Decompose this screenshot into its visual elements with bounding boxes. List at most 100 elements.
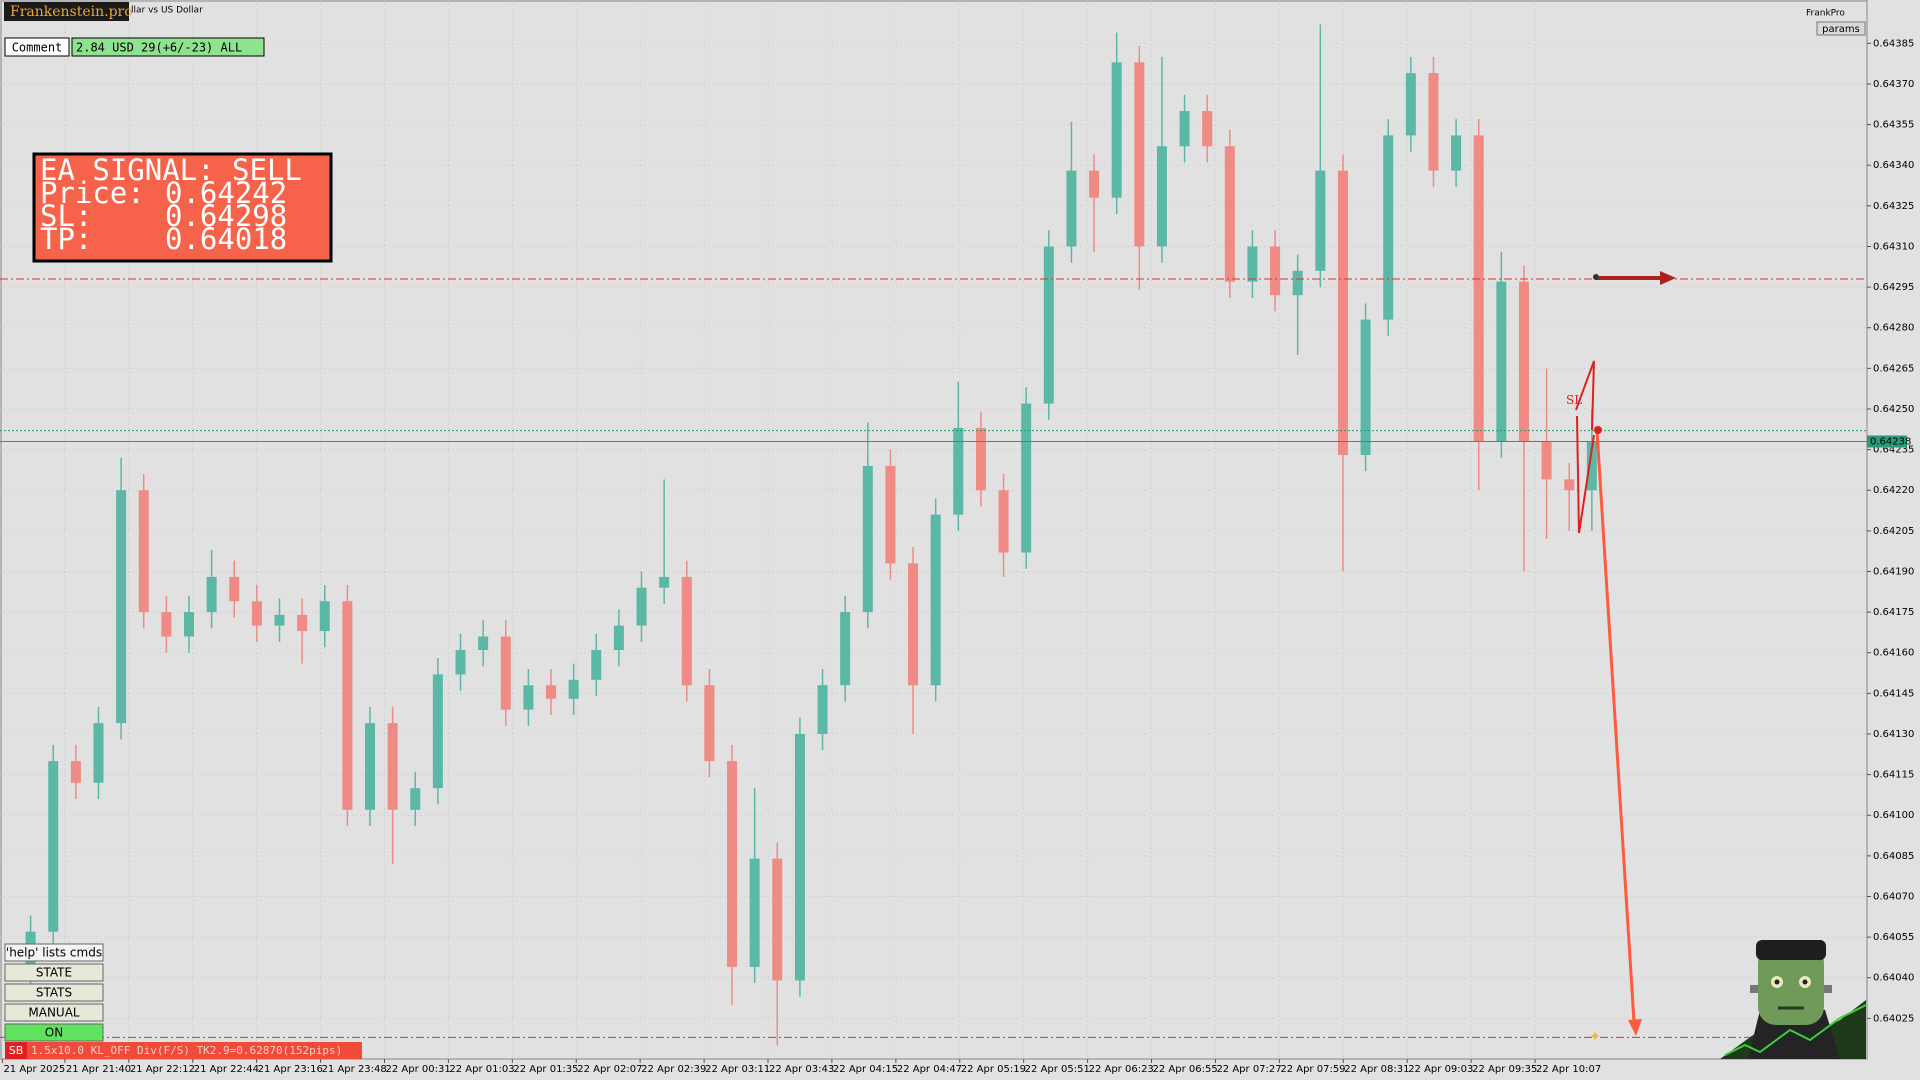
y-tick-label: 0.64370 xyxy=(1873,79,1914,90)
trade-drawings: SL ✦ xyxy=(1566,271,1676,1045)
candle-body xyxy=(749,858,760,967)
help-box xyxy=(4,943,104,962)
candle-body xyxy=(1473,135,1484,442)
candle-body xyxy=(817,685,828,734)
candle-body xyxy=(1292,270,1303,296)
candle-body xyxy=(206,576,217,613)
price-value: 0.64242 xyxy=(165,176,287,210)
x-tick-label: 22 Apr 09:03 xyxy=(1408,1064,1473,1075)
price-axis: 0.64385 0.64370 0.64355 0.64340 0.64325 0.643… xyxy=(1866,0,1914,1059)
x-tick-label: 22 Apr 10:07 xyxy=(1536,1064,1601,1075)
candle-body xyxy=(297,614,308,632)
sl-marker: SL xyxy=(1566,393,1582,407)
candle-body xyxy=(1564,479,1575,491)
candle-body xyxy=(1066,170,1077,247)
candle-body xyxy=(1518,281,1529,442)
button-label[interactable]: ON xyxy=(45,1026,63,1040)
comment-box xyxy=(71,37,265,57)
candle-body xyxy=(1111,62,1122,198)
button[interactable] xyxy=(4,1003,104,1022)
y-tick-label: 0.64130 xyxy=(1873,729,1914,740)
comment-label-box xyxy=(4,37,70,57)
candle-body xyxy=(478,636,489,651)
x-tick-label: 22 Apr 08:31 xyxy=(1344,1064,1409,1075)
x-tick-label: 22 Apr 03:43 xyxy=(769,1064,834,1075)
button[interactable] xyxy=(4,1023,104,1042)
candle-body xyxy=(772,858,783,981)
candle-body xyxy=(70,761,81,783)
candle-body xyxy=(1247,246,1258,282)
candle-body xyxy=(183,612,194,637)
candle-body xyxy=(1202,111,1213,147)
status-badge-box xyxy=(5,1042,27,1059)
candle-body xyxy=(48,761,59,932)
candle-body xyxy=(885,465,896,564)
help-text: 'help' lists cmds xyxy=(6,946,102,960)
entry-dot xyxy=(1594,426,1602,434)
x-tick-label: 22 Apr 01:35 xyxy=(513,1064,578,1075)
y-tick-label: 0.64085 xyxy=(1873,851,1914,862)
candle-body xyxy=(523,685,534,710)
candle-body xyxy=(1451,135,1462,171)
x-tick-label: 22 Apr 05:51 xyxy=(1025,1064,1090,1075)
params-label[interactable]: params xyxy=(1822,24,1860,35)
candle-body xyxy=(1383,135,1394,320)
candle-body xyxy=(342,601,353,810)
candle-body xyxy=(930,514,941,686)
candle-body xyxy=(591,650,602,680)
button[interactable] xyxy=(4,963,104,982)
signal-panel xyxy=(32,152,333,263)
candle-body xyxy=(93,723,104,783)
y-tick-label: 0.64310 xyxy=(1873,241,1914,252)
button-label[interactable]: STATS xyxy=(36,986,72,1000)
sl-value: 0.64298 xyxy=(165,199,287,233)
y-tick-label: 0.64040 xyxy=(1873,973,1914,984)
x-tick-label: 21 Apr 22:44 xyxy=(194,1064,259,1075)
candle-body xyxy=(613,625,624,651)
candle-body xyxy=(1043,246,1054,404)
x-tick-label: 22 Apr 05:19 xyxy=(961,1064,1026,1075)
y-tick-label: 0.64220 xyxy=(1873,485,1914,496)
y-tick-label: 0.64100 xyxy=(1873,810,1914,821)
candle-body xyxy=(1405,73,1416,136)
x-tick-label: 21 Apr 23:16 xyxy=(258,1064,323,1075)
comment-label: Comment xyxy=(12,41,63,55)
y-tick-label: 0.64055 xyxy=(1873,932,1914,943)
candle-body xyxy=(568,679,579,699)
candle-body xyxy=(636,587,647,626)
y-tick-label: 0.64070 xyxy=(1873,891,1914,902)
button-label[interactable]: MANUAL xyxy=(28,1006,80,1020)
candle-body xyxy=(319,601,330,632)
button-label[interactable]: STATE xyxy=(36,966,72,980)
candle-body xyxy=(116,490,127,724)
candle-body xyxy=(387,723,398,810)
candle-body xyxy=(500,636,511,710)
candle-body xyxy=(681,576,692,686)
params-button[interactable] xyxy=(1816,21,1866,36)
candle-body xyxy=(1156,146,1167,247)
candle-body xyxy=(1315,170,1326,271)
candle-body xyxy=(274,614,285,626)
candle-body xyxy=(546,685,557,699)
candle-body xyxy=(953,427,964,515)
candle-body xyxy=(432,674,443,789)
signal-title: EA SIGNAL: SELL xyxy=(40,153,302,187)
account: FrankPro xyxy=(1806,9,1845,19)
x-tick-label: 22 Apr 04:15 xyxy=(833,1064,898,1075)
candle-body xyxy=(1428,73,1439,171)
button[interactable] xyxy=(4,983,104,1002)
y-tick-label: 0.64115 xyxy=(1873,770,1914,781)
x-tick-label: 22 Apr 06:55 xyxy=(1153,1064,1218,1075)
candle-body xyxy=(1541,441,1552,480)
candle-body xyxy=(229,576,240,602)
y-tick-label: 0.64250 xyxy=(1873,404,1914,415)
candle-body xyxy=(862,465,873,613)
x-tick-label: 22 Apr 04:47 xyxy=(897,1064,962,1075)
candle-body xyxy=(704,685,715,762)
candle-body xyxy=(1134,62,1145,247)
x-tick-label: 22 Apr 00:31 xyxy=(385,1064,450,1075)
x-tick-label: 22 Apr 06:23 xyxy=(1089,1064,1154,1075)
tp-value: 0.64018 xyxy=(165,222,287,256)
zigzag xyxy=(1575,360,1595,431)
